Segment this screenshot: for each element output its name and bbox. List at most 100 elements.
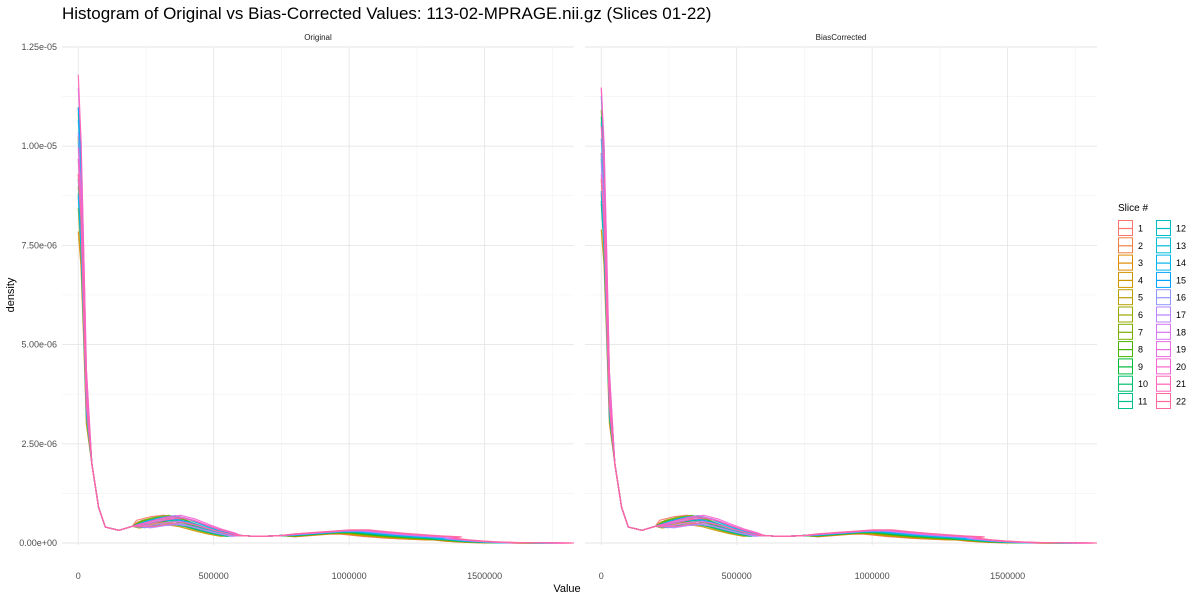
density-line-slice-21: [77, 74, 572, 544]
density-line-slice-6: [600, 193, 1056, 544]
legend-label: 17: [1176, 310, 1186, 320]
x-tick-label: 0: [599, 571, 604, 581]
density-line-slice-22: [77, 174, 574, 544]
density-line-slice-11: [600, 200, 1069, 544]
legend: Slice #123456789101112131415161718192021…: [1118, 203, 1186, 409]
facet-panel-original: Original 0 500000 1000000 1500000: [62, 33, 574, 581]
density-line-slice-9: [77, 178, 541, 544]
legend-label: 3: [1138, 258, 1143, 268]
x-tick-label: 500000: [722, 571, 752, 581]
density-line-slice-14: [77, 196, 554, 544]
legend-label: 2: [1138, 241, 1143, 251]
chart-title: Histogram of Original vs Bias-Corrected …: [62, 4, 712, 23]
x-tick-label: 500000: [199, 571, 229, 581]
density-line-slice-16: [77, 132, 559, 544]
facet-panel-biascorrected: BiasCorrected 0 500000 1000000 1500000: [585, 33, 1097, 581]
legend-item-5: 5: [1118, 289, 1143, 306]
legend-label: 7: [1138, 327, 1143, 337]
legend-item-4: 4: [1118, 271, 1143, 288]
density-line-slice-2: [77, 136, 523, 544]
legend-item-19: 19: [1156, 341, 1186, 358]
y-tick-label: 1.00e-05: [21, 141, 57, 151]
x-axis-title: Value: [553, 583, 580, 595]
x-tick-label: 1500000: [990, 571, 1025, 581]
legend-label: 9: [1138, 362, 1143, 372]
facet-strip-label: Original: [304, 33, 332, 42]
density-line-slice-2: [600, 153, 1046, 544]
y-tick-label: 1.25e-05: [21, 42, 57, 52]
legend-item-14: 14: [1156, 254, 1186, 271]
legend-item-6: 6: [1118, 306, 1143, 323]
legend-title: Slice #: [1118, 203, 1148, 214]
legend-item-7: 7: [1118, 323, 1143, 340]
legend-item-8: 8: [1118, 341, 1143, 358]
density-line-slice-22: [600, 178, 1097, 544]
density-line-slice-1: [600, 152, 1043, 544]
density-line-slice-13: [77, 119, 551, 544]
legend-item-21: 21: [1156, 375, 1186, 392]
legend-item-12: 12: [1156, 220, 1186, 236]
density-line-slice-3: [600, 229, 1049, 544]
legend-label: 19: [1176, 345, 1186, 355]
legend-label: 1: [1138, 224, 1143, 234]
legend-label: 18: [1176, 327, 1186, 337]
density-curves: [77, 74, 574, 544]
density-line-slice-8: [77, 186, 538, 544]
density-line-slice-18: [77, 87, 564, 544]
legend-item-9: 9: [1118, 358, 1143, 375]
density-line-slice-20: [77, 147, 569, 544]
density-line-slice-8: [600, 203, 1061, 544]
legend-item-18: 18: [1156, 323, 1186, 340]
density-line-slice-1: [77, 173, 520, 544]
legend-label: 12: [1176, 224, 1186, 234]
density-line-slice-19: [600, 173, 1090, 544]
density-line-slice-3: [77, 231, 526, 544]
legend-label: 20: [1176, 362, 1186, 372]
legend-item-13: 13: [1156, 237, 1186, 254]
legend-label: 5: [1138, 293, 1143, 303]
legend-item-11: 11: [1118, 393, 1147, 409]
legend-item-16: 16: [1156, 289, 1186, 306]
density-line-slice-18: [600, 88, 1087, 544]
legend-item-3: 3: [1118, 254, 1143, 271]
facet-strip-label: BiasCorrected: [816, 33, 867, 42]
density-line-slice-7: [600, 110, 1059, 544]
density-line-slice-12: [600, 121, 1072, 544]
density-line-slice-19: [77, 158, 567, 544]
density-line-slice-17: [600, 163, 1085, 544]
density-line-slice-16: [600, 153, 1082, 544]
density-line-slice-10: [600, 116, 1067, 544]
legend-item-20: 20: [1156, 358, 1186, 375]
y-tick-label: 2.50e-06: [21, 439, 57, 449]
legend-item-2: 2: [1118, 237, 1143, 254]
x-tick-label: 1500000: [467, 571, 502, 581]
density-line-slice-9: [600, 158, 1064, 544]
density-line-slice-21: [600, 87, 1095, 544]
legend-item-17: 17: [1156, 306, 1186, 323]
y-axis-title: density: [5, 277, 17, 312]
legend-label: 21: [1176, 379, 1186, 389]
density-line-slice-17: [77, 179, 562, 544]
x-tick-label: 1000000: [332, 571, 367, 581]
legend-label: 14: [1176, 258, 1186, 268]
legend-label: 15: [1176, 275, 1186, 285]
density-line-slice-13: [600, 138, 1074, 544]
facet-panels: Original 0 500000 1000000 1500000 BiasCorrect…: [62, 33, 1097, 581]
legend-item-1: 1: [1118, 220, 1143, 236]
legend-label: 16: [1176, 293, 1186, 303]
legend-label: 8: [1138, 345, 1143, 355]
legend-item-22: 22: [1156, 393, 1186, 409]
legend-label: 6: [1138, 310, 1143, 320]
legend-label: 13: [1176, 241, 1186, 251]
legend-label: 10: [1138, 379, 1148, 389]
density-line-slice-12: [77, 141, 549, 544]
x-tick-label: 0: [76, 571, 81, 581]
legend-label: 22: [1176, 397, 1186, 407]
density-line-slice-7: [77, 112, 536, 544]
axes-layer: 0.00e+00 2.50e-06 5.00e-06 7.50e-06 1.00e-05…: [5, 42, 581, 595]
density-line-slice-6: [77, 207, 533, 544]
density-line-slice-20: [600, 126, 1092, 544]
y-tick-label: 5.00e-06: [21, 340, 57, 350]
legend-label: 11: [1138, 397, 1147, 407]
